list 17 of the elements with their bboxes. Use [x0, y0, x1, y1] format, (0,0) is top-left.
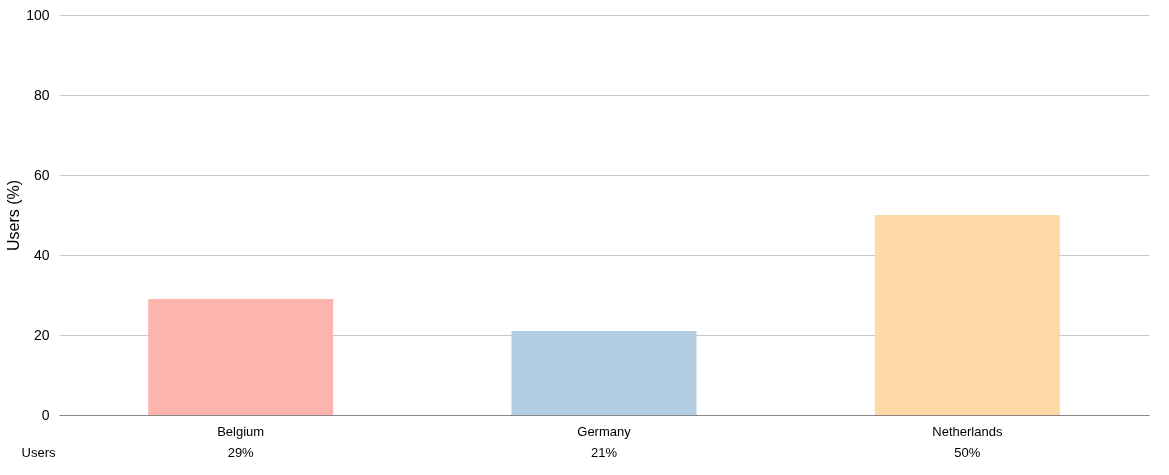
bar — [148, 299, 334, 415]
y-tick-label: 40 — [33, 246, 50, 263]
x-tick-label: Germany — [577, 423, 632, 439]
bar — [511, 331, 697, 415]
data-label: 50% — [954, 444, 981, 460]
data-label: 21% — [590, 444, 618, 460]
bar — [874, 215, 1060, 415]
y-tick-label: 80 — [33, 86, 50, 103]
x-tick-label: Netherlands — [932, 423, 1003, 439]
text: Users — [21, 445, 56, 460]
y-tick-label: 60 — [33, 166, 50, 183]
data-label: 29% — [227, 444, 255, 460]
y-tick-label: 100 — [26, 6, 50, 23]
y-axis-title: Users (%) — [5, 179, 23, 252]
x-tick-label: Belgium — [217, 423, 265, 439]
y-tick-label: 20 — [33, 326, 50, 343]
y-tick-label: 0 — [41, 406, 50, 423]
